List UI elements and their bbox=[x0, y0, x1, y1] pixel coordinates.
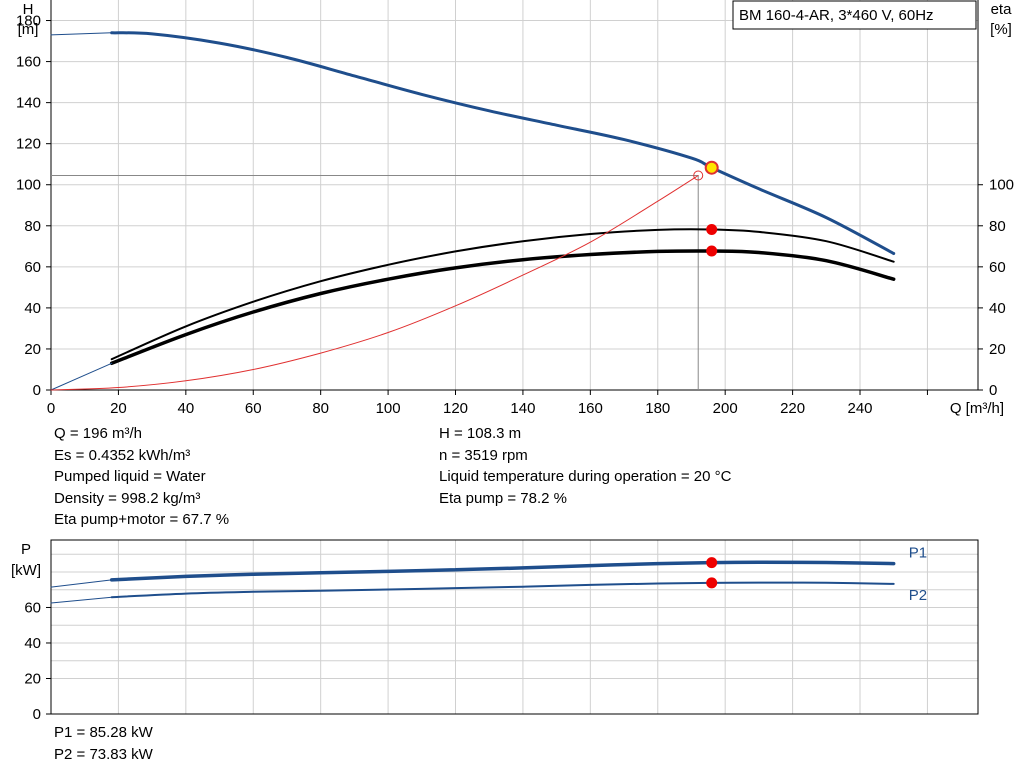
y-tick-label-left: 80 bbox=[24, 218, 41, 235]
y-axis-title: P bbox=[21, 541, 31, 558]
plot-frame bbox=[50, 539, 979, 715]
y-tick-label-right: 20 bbox=[989, 341, 1006, 358]
info-eta-pump: Eta pump = 78.2 % bbox=[439, 489, 567, 507]
x-tick-label: 80 bbox=[312, 400, 329, 417]
duty-point-p2-marker bbox=[706, 577, 718, 589]
head-curve-extension bbox=[50, 32, 113, 36]
duty-point-head-marker bbox=[704, 160, 719, 175]
x-tick-label: 20 bbox=[110, 400, 127, 417]
info-es: Es = 0.4352 kWh/m³ bbox=[54, 446, 191, 464]
info-q: Q = 196 m³/h bbox=[54, 425, 142, 442]
power-curve-p1 bbox=[109, 560, 896, 582]
y-tick-label: 60 bbox=[24, 599, 41, 616]
info-p1: P1 = 85.28 kW bbox=[54, 724, 153, 741]
y-tick-label-left: 100 bbox=[16, 177, 41, 194]
head-efficiency-chart: 0 20 40 60 80 100 120 140 160 180 200 220 2400204060… bbox=[16, 0, 1014, 417]
duty-info-left: Q = 196 m³/h Es = 0.4352 kWh/m³ Pumped l… bbox=[54, 423, 229, 531]
system-curve bbox=[50, 175, 699, 391]
y-tick-label-left: 180 bbox=[16, 13, 41, 30]
x-tick-label: 200 bbox=[713, 400, 738, 417]
x-tick-label: 0 bbox=[47, 400, 55, 417]
info-h: H = 108.3 m bbox=[439, 425, 522, 442]
power-chart: 0 20 40 60 P [kW] P1 P2 bbox=[11, 539, 979, 723]
y-axis-unit: [m] bbox=[18, 21, 39, 38]
y-tick-label-left: 140 bbox=[16, 95, 41, 112]
y-tick-label-left: 40 bbox=[24, 300, 41, 317]
x-axis-title: Q [m³/h] bbox=[950, 400, 1004, 417]
y-tick-label: 20 bbox=[24, 670, 41, 687]
info-eta-pump-motor: Eta pump+motor = 67.7 % bbox=[54, 511, 230, 528]
x-tick-label: 40 bbox=[177, 400, 194, 417]
x-tick-label: 160 bbox=[578, 400, 603, 417]
x-tick-label: 180 bbox=[645, 400, 670, 417]
duty-point-eta-pump-marker bbox=[706, 223, 718, 235]
x-tick-label: 60 bbox=[245, 400, 262, 417]
y-tick-label-right: 40 bbox=[989, 300, 1006, 317]
y-right-axis-unit: [%] bbox=[990, 21, 1012, 38]
y-tick-label-right: 0 bbox=[989, 382, 997, 399]
info-p2: P2 = 73.83 kW bbox=[54, 745, 153, 763]
info-liquid-temp: Liquid temperature during operation = 20… bbox=[439, 468, 732, 485]
y-tick-label-left: 160 bbox=[16, 54, 41, 71]
y-tick-label-left: 0 bbox=[33, 382, 41, 399]
x-tick-label: 120 bbox=[443, 400, 468, 417]
y-tick-label-right: 80 bbox=[989, 218, 1006, 235]
y-tick-label-left: 20 bbox=[24, 341, 41, 358]
y-axis-unit: [kW] bbox=[11, 562, 41, 579]
x-tick-label: 240 bbox=[848, 400, 873, 417]
eta-curve-extension bbox=[50, 362, 113, 391]
eta-pump-motor-curve bbox=[109, 249, 896, 366]
model-label: BM 160-4-AR, 3*460 V, 60Hz bbox=[739, 7, 934, 24]
y-tick-label-right: 100 bbox=[989, 177, 1014, 194]
y-tick-label-right: 60 bbox=[989, 259, 1006, 276]
eta-pump-curve bbox=[110, 228, 895, 361]
info-density: Density = 998.2 kg/m³ bbox=[54, 489, 201, 507]
series-label-p1: P1 bbox=[909, 545, 927, 562]
power-curve-p2 bbox=[110, 581, 895, 599]
model-label-box bbox=[732, 0, 977, 30]
duty-info-right: H = 108.3 m n = 3519 rpm Liquid temperat… bbox=[439, 423, 731, 509]
x-tick-label: 140 bbox=[510, 400, 535, 417]
y-tick-label: 40 bbox=[24, 635, 41, 652]
y-right-axis-title: eta bbox=[991, 1, 1013, 18]
info-liquid: Pumped liquid = Water bbox=[54, 468, 206, 485]
system-point-marker bbox=[693, 170, 704, 181]
duty-point-p1-marker bbox=[706, 557, 718, 569]
x-tick-label: 100 bbox=[376, 400, 401, 417]
series-label-p2: P2 bbox=[909, 587, 927, 604]
power-info: P1 = 85.28 kW P2 = 73.83 kW bbox=[54, 722, 153, 765]
x-tick-label: 220 bbox=[780, 400, 805, 417]
head-curve bbox=[110, 31, 896, 255]
power-curve-extension bbox=[50, 596, 113, 604]
y-tick-label-left: 60 bbox=[24, 259, 41, 276]
y-axis-title: H bbox=[23, 1, 34, 18]
y-tick-label: 0 bbox=[33, 706, 41, 723]
y-tick-label-left: 120 bbox=[16, 136, 41, 153]
info-n: n = 3519 rpm bbox=[439, 446, 528, 464]
duty-point-eta-motor-marker bbox=[706, 245, 718, 257]
power-curve-extension bbox=[50, 579, 113, 588]
